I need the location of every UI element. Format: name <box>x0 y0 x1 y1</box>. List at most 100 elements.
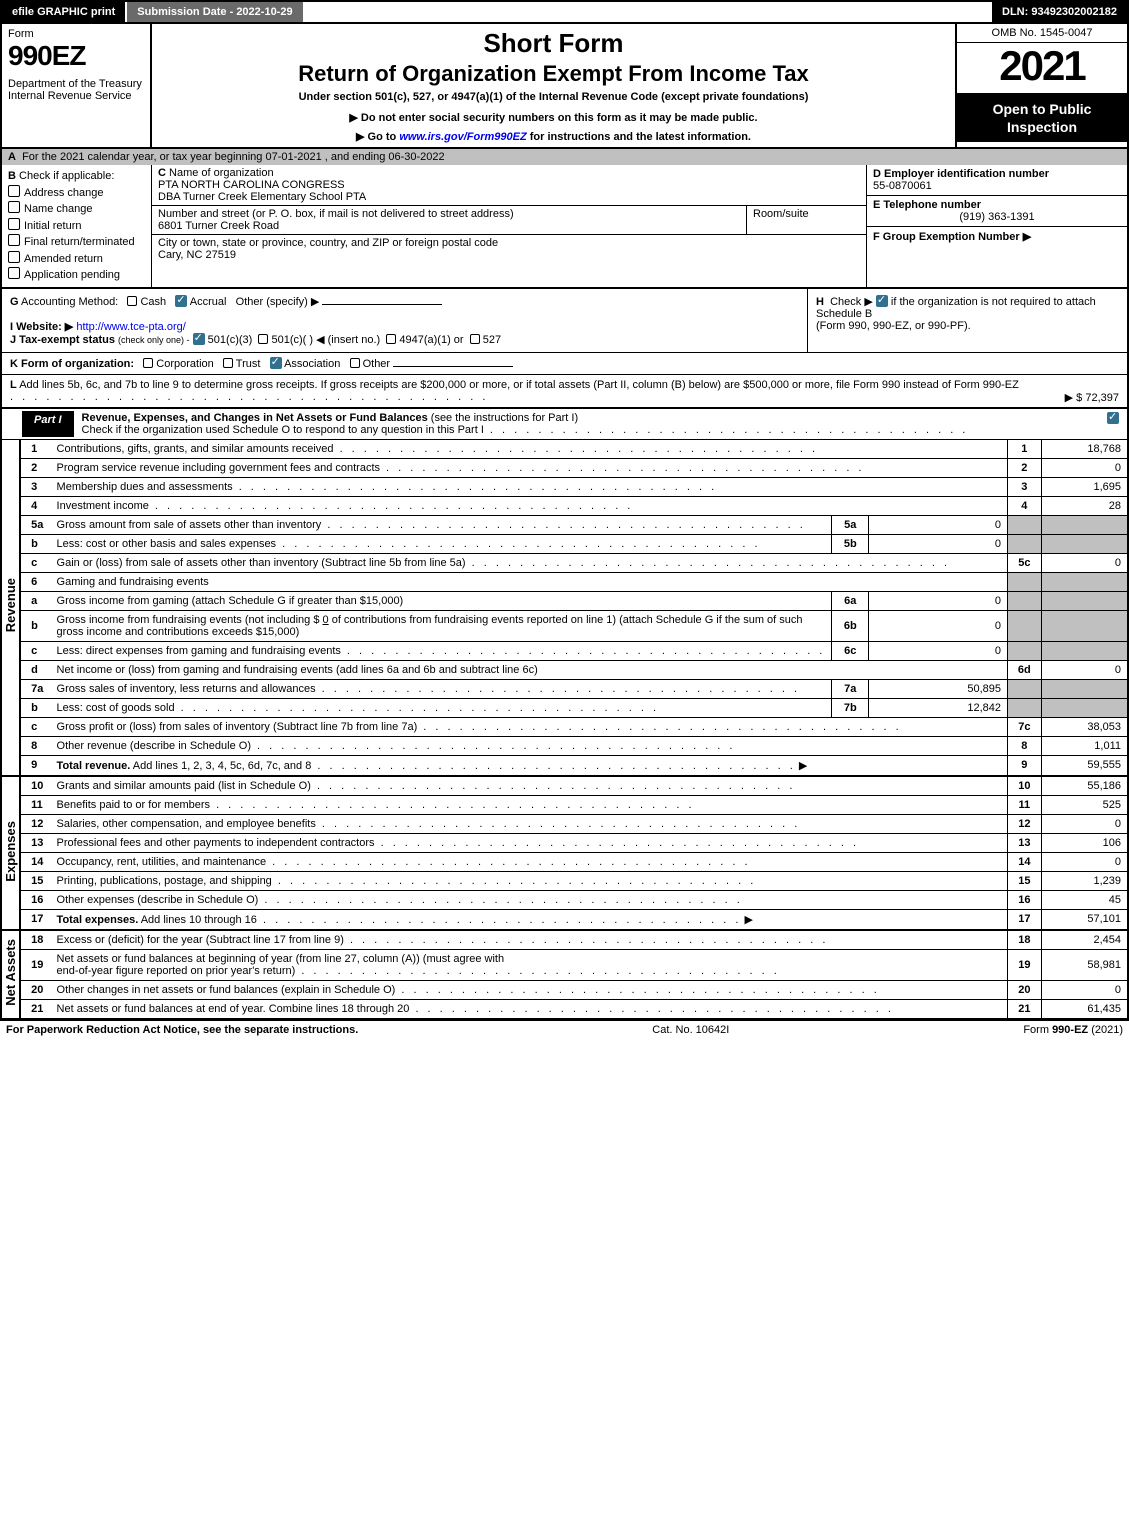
line-7b-text: Less: cost of goods sold <box>51 698 832 717</box>
chk-cash[interactable] <box>127 296 137 306</box>
line-20-text: Other changes in net assets or fund bala… <box>51 980 1008 999</box>
form-header: Form 990EZ Department of the Treasury In… <box>0 22 1129 149</box>
line-12-rnum: 12 <box>1008 814 1042 833</box>
top-bar: efile GRAPHIC print Submission Date - 20… <box>0 0 1129 22</box>
label-k: K Form of organization: <box>10 358 134 370</box>
line-17-val: 57,101 <box>1041 909 1128 930</box>
chk-501c[interactable] <box>258 334 268 344</box>
other-org-line[interactable] <box>393 366 513 367</box>
line-21-num: 21 <box>20 999 50 1019</box>
line-6c-text: Less: direct expenses from gaming and fu… <box>51 641 832 660</box>
line-7a-num: 7a <box>20 679 50 698</box>
label-a: A <box>8 151 16 163</box>
line-5a-grey2 <box>1041 515 1128 534</box>
line-4-rnum: 4 <box>1008 496 1042 515</box>
line-6a-grey2 <box>1041 591 1128 610</box>
chk-4947[interactable] <box>386 334 396 344</box>
line-2-rnum: 2 <box>1008 458 1042 477</box>
efile-print-button[interactable]: efile GRAPHIC print <box>2 2 127 22</box>
website-link[interactable]: http://www.tce-pta.org/ <box>76 321 185 333</box>
line-6d-text: Net income or (loss) from gaming and fun… <box>51 660 1008 679</box>
irs-link[interactable]: www.irs.gov/Form990EZ <box>399 131 526 143</box>
chk-other-org[interactable] <box>350 358 360 368</box>
part-1-check[interactable] <box>1099 409 1127 439</box>
chk-amended-return[interactable]: Amended return <box>8 253 103 265</box>
line-6b-text: Gross income from fundraising events (no… <box>51 610 832 641</box>
other-specify-line[interactable] <box>322 304 442 305</box>
line-8-val: 1,011 <box>1041 736 1128 755</box>
line-6b-subnum: 6b <box>832 610 869 641</box>
go-to-link[interactable]: ▶ Go to www.irs.gov/Form990EZ for instru… <box>160 130 947 143</box>
line-15-rnum: 15 <box>1008 871 1042 890</box>
line-2-text: Program service revenue including govern… <box>51 458 1008 477</box>
name-of-org-label: Name of organization <box>169 167 274 179</box>
form-number: 990EZ <box>8 40 144 72</box>
line-1-num: 1 <box>20 440 50 459</box>
line-5b-num: b <box>20 534 50 553</box>
title-return: Return of Organization Exempt From Incom… <box>160 61 947 87</box>
chk-501c3[interactable] <box>193 333 205 345</box>
under-section: Under section 501(c), 527, or 4947(a)(1)… <box>160 91 947 103</box>
line-17-num: 17 <box>20 909 50 930</box>
line-18-rnum: 18 <box>1008 930 1042 950</box>
header-left: Form 990EZ Department of the Treasury In… <box>2 24 152 147</box>
line-4-text: Investment income <box>51 496 1008 515</box>
check-if-applicable: Check if applicable: <box>19 170 114 182</box>
line-7b-grey <box>1008 698 1042 717</box>
line-6-grey <box>1008 572 1042 591</box>
line-13-num: 13 <box>20 833 50 852</box>
chk-corporation[interactable] <box>143 358 153 368</box>
line-14-num: 14 <box>20 852 50 871</box>
line-6-grey2 <box>1041 572 1128 591</box>
line-6a-text: Gross income from gaming (attach Schedul… <box>51 591 832 610</box>
line-5a-subnum: 5a <box>832 515 869 534</box>
chk-accrual[interactable] <box>175 295 187 307</box>
line-6d-rnum: 6d <box>1008 660 1042 679</box>
city-label: City or town, state or province, country… <box>158 237 498 249</box>
line-21-val: 61,435 <box>1041 999 1128 1019</box>
chk-schedule-b[interactable] <box>876 295 888 307</box>
box-c: C Name of organization PTA NORTH CAROLIN… <box>152 165 867 287</box>
dln-label: DLN: 93492302002182 <box>992 2 1127 22</box>
chk-527[interactable] <box>470 334 480 344</box>
org-info-block: B Check if applicable: Address change Na… <box>0 165 1129 289</box>
accrual-label: Accrual <box>190 296 227 308</box>
chk-address-change[interactable]: Address change <box>8 187 104 199</box>
line-12-val: 0 <box>1041 814 1128 833</box>
do-not-enter: ▶ Do not enter social security numbers o… <box>160 111 947 124</box>
check-only-one: (check only one) - <box>118 335 190 345</box>
line-15-val: 1,239 <box>1041 871 1128 890</box>
opt-association: Association <box>284 358 340 370</box>
spacer <box>305 2 992 22</box>
chk-name-change[interactable]: Name change <box>8 203 93 215</box>
line-6c-subnum: 6c <box>832 641 869 660</box>
line-9-text: Total revenue. Add lines 1, 2, 3, 4, 5c,… <box>51 755 1008 776</box>
line-1-text: Contributions, gifts, grants, and simila… <box>51 440 1008 459</box>
line-5c-rnum: 5c <box>1008 553 1042 572</box>
row-l: L Add lines 5b, 6c, and 7b to line 9 to … <box>0 375 1129 408</box>
line-7b-subval: 12,842 <box>869 698 1008 717</box>
line-19-val: 58,981 <box>1041 949 1128 980</box>
open-to-public: Open to Public Inspection <box>957 94 1127 142</box>
chk-association[interactable] <box>270 357 282 369</box>
row-k: K Form of organization: Corporation Trus… <box>0 353 1129 375</box>
chk-final-return[interactable]: Final return/terminated <box>8 236 135 248</box>
chk-trust[interactable] <box>223 358 233 368</box>
footer-left: For Paperwork Reduction Act Notice, see … <box>6 1024 358 1036</box>
chk-application-pending[interactable]: Application pending <box>8 269 120 281</box>
line-6d-val: 0 <box>1041 660 1128 679</box>
line-21-text: Net assets or fund balances at end of ye… <box>51 999 1008 1019</box>
opt-other-org: Other <box>363 358 391 370</box>
part-1-checktext: Check if the organization used Schedule … <box>82 424 969 436</box>
line-4-num: 4 <box>20 496 50 515</box>
org-name-line1: PTA NORTH CAROLINA CONGRESS <box>158 179 345 191</box>
part-1-title: Revenue, Expenses, and Changes in Net As… <box>74 409 1099 439</box>
line-6b-grey2 <box>1041 610 1128 641</box>
line-11-rnum: 11 <box>1008 795 1042 814</box>
chk-initial-return[interactable]: Initial return <box>8 220 81 232</box>
line-6a-grey <box>1008 591 1042 610</box>
line-6c-grey2 <box>1041 641 1128 660</box>
line-10-rnum: 10 <box>1008 776 1042 796</box>
footer-center: Cat. No. 10642I <box>652 1024 729 1036</box>
label-i: I Website: ▶ <box>10 321 73 333</box>
